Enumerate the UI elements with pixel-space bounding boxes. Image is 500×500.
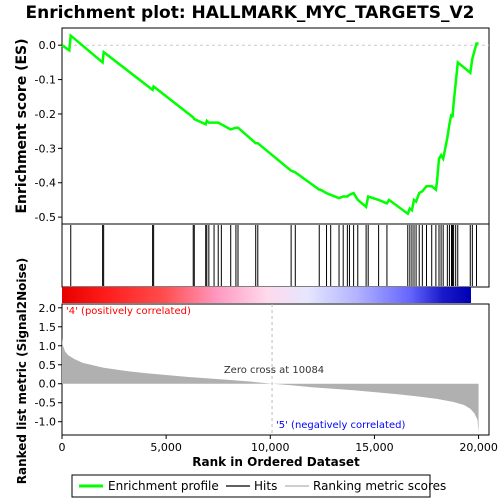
hits-panel bbox=[61, 223, 490, 288]
metric-y-tick-label: 1.0 bbox=[39, 340, 57, 353]
x-tick-label: 15,000 bbox=[355, 441, 394, 454]
metric-y-tick-label: -0.5 bbox=[35, 397, 56, 410]
metric-y-tick-label: 1.5 bbox=[39, 321, 57, 334]
enrichment-line-group bbox=[61, 33, 479, 216]
es-y-tick-label: -0.5 bbox=[35, 211, 56, 224]
x-tick-label: 5,000 bbox=[150, 441, 182, 454]
legend bbox=[71, 474, 431, 498]
x-tick-label: 20,000 bbox=[459, 441, 498, 454]
es-y-tick-label: -0.1 bbox=[35, 74, 56, 87]
es-y-label: Enrichment score (ES) bbox=[14, 38, 30, 213]
es-y-axis: 0.0 -0.1 -0.2 -0.3 -0.4 -0.5 bbox=[35, 39, 62, 224]
es-y-tick-label: -0.2 bbox=[35, 108, 56, 121]
metric-y-tick-label: 0.5 bbox=[39, 359, 57, 372]
metric-area-group bbox=[62, 304, 479, 435]
zero-cross-label: Zero cross at 10084 bbox=[224, 365, 324, 376]
enrichment-line bbox=[61, 33, 479, 216]
chart-title: Enrichment plot: HALLMARK_MYC_TARGETS_V2 bbox=[26, 3, 475, 23]
es-y-tick-label: -0.3 bbox=[35, 142, 56, 155]
x-axis-label: Rank in Ordered Dataset bbox=[192, 455, 360, 469]
rank-color-bar bbox=[62, 287, 471, 303]
metric-y-tick-label: 0.0 bbox=[39, 378, 57, 391]
es-y-tick-label: 0.0 bbox=[39, 39, 57, 52]
positive-label: '4' (positively correlated) bbox=[66, 306, 191, 317]
x-axis: 0 5,000 10,000 15,000 20,000 bbox=[59, 435, 498, 454]
legend-enrichment-label: Enrichment profile bbox=[108, 479, 219, 493]
metric-area bbox=[62, 338, 479, 434]
legend-hits-label: Hits bbox=[254, 479, 277, 493]
metric-y-axis: 2.0 1.5 1.0 0.5 0.0 -0.5 -1.0 bbox=[35, 302, 62, 429]
es-panel bbox=[61, 27, 490, 225]
metric-y-tick-label: 2.0 bbox=[39, 302, 57, 315]
x-tick-label: 10,000 bbox=[251, 441, 290, 454]
hit-marks bbox=[70, 225, 478, 286]
metric-y-tick-label: -1.0 bbox=[35, 416, 56, 429]
metric-y-label: Ranked list metric (Signal2Noise) bbox=[15, 258, 29, 485]
legend-metric-label: Ranking metric scores bbox=[313, 479, 446, 493]
es-y-tick-label: -0.4 bbox=[35, 177, 56, 190]
metric-panel bbox=[61, 303, 490, 436]
negative-label: '5' (negatively correlated) bbox=[276, 420, 405, 431]
x-tick-label: 0 bbox=[59, 441, 66, 454]
